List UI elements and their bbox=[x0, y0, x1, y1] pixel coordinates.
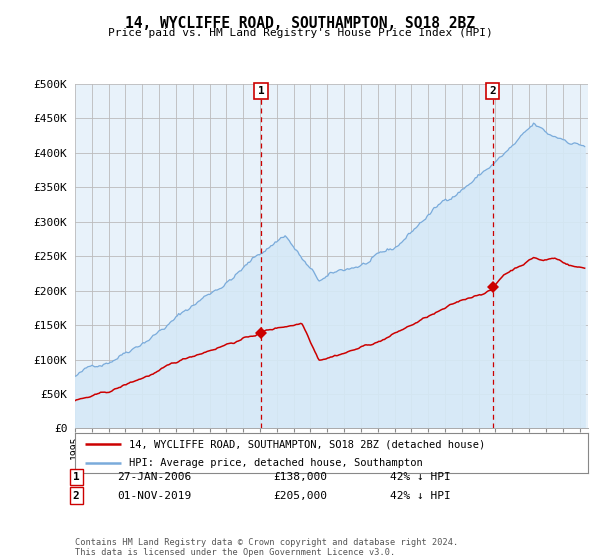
Text: 2: 2 bbox=[489, 86, 496, 96]
Text: 42% ↓ HPI: 42% ↓ HPI bbox=[390, 491, 451, 501]
Text: 1: 1 bbox=[73, 472, 80, 482]
Text: 1: 1 bbox=[258, 86, 265, 96]
Text: £138,000: £138,000 bbox=[273, 472, 327, 482]
Text: 2: 2 bbox=[73, 491, 80, 501]
Text: £205,000: £205,000 bbox=[273, 491, 327, 501]
Text: 42% ↓ HPI: 42% ↓ HPI bbox=[390, 472, 451, 482]
Text: 14, WYCLIFFE ROAD, SOUTHAMPTON, SO18 2BZ: 14, WYCLIFFE ROAD, SOUTHAMPTON, SO18 2BZ bbox=[125, 16, 475, 31]
Text: Price paid vs. HM Land Registry's House Price Index (HPI): Price paid vs. HM Land Registry's House … bbox=[107, 28, 493, 38]
Text: HPI: Average price, detached house, Southampton: HPI: Average price, detached house, Sout… bbox=[129, 458, 422, 468]
Text: 14, WYCLIFFE ROAD, SOUTHAMPTON, SO18 2BZ (detached house): 14, WYCLIFFE ROAD, SOUTHAMPTON, SO18 2BZ… bbox=[129, 439, 485, 449]
Text: Contains HM Land Registry data © Crown copyright and database right 2024.
This d: Contains HM Land Registry data © Crown c… bbox=[75, 538, 458, 557]
Text: 01-NOV-2019: 01-NOV-2019 bbox=[117, 491, 191, 501]
Text: 27-JAN-2006: 27-JAN-2006 bbox=[117, 472, 191, 482]
